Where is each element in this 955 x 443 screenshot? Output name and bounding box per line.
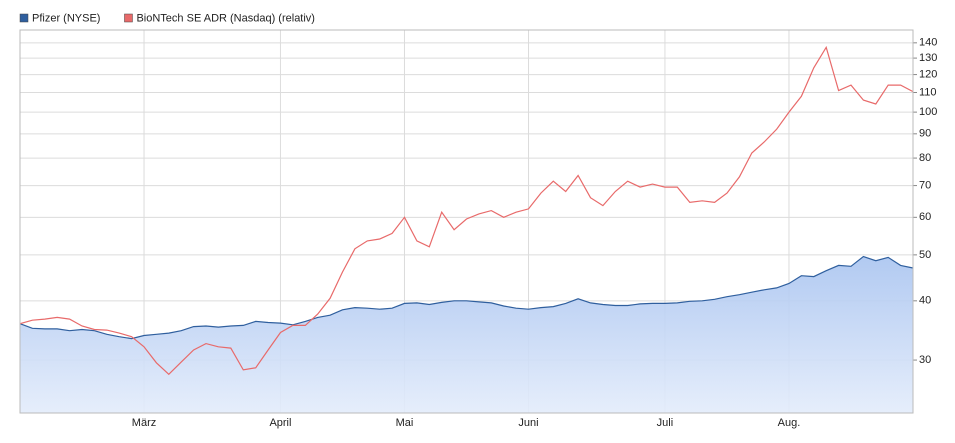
x-tick-label: Juli — [657, 417, 674, 429]
y-tick-label: 120 — [919, 68, 937, 80]
plot-area: 30 40 50 60 70 80 90 100 110 120 130 140 März April Ma… — [19, 29, 937, 429]
y-tick-label: 140 — [919, 37, 937, 49]
y-tick-label: 130 — [919, 52, 937, 64]
x-tick-label: Juni — [518, 417, 538, 429]
y-tick-label: 60 — [919, 211, 931, 223]
x-tick-label: Aug. — [778, 417, 801, 429]
legend-swatch — [19, 13, 29, 23]
y-tick-label: 90 — [919, 128, 931, 140]
legend-swatch — [124, 13, 133, 23]
x-tick-label: April — [269, 417, 291, 429]
x-tick-label: Mai — [396, 417, 414, 429]
legend-label: BioNTech SE ADR (Nasdaq) (relativ) — [136, 12, 315, 24]
y-tick-label: 110 — [919, 86, 937, 98]
line — [19, 45, 914, 376]
y-tick-label: 100 — [919, 106, 937, 118]
y-tick-label: 80 — [919, 152, 931, 164]
area — [20, 256, 913, 413]
y-tick-label: 30 — [919, 354, 931, 366]
y-tick-label: 40 — [919, 295, 931, 307]
legend-label: Pfizer (NYSE) — [32, 12, 100, 24]
plot-border — [19, 29, 914, 414]
legend: Pfizer (NYSE) BioNTech SE ADR (Nasdaq) (r… — [19, 12, 315, 24]
y-tick-label: 70 — [919, 179, 931, 191]
y-tick-label: 50 — [919, 249, 931, 261]
line — [19, 255, 914, 340]
x-tick-label: März — [132, 417, 156, 429]
